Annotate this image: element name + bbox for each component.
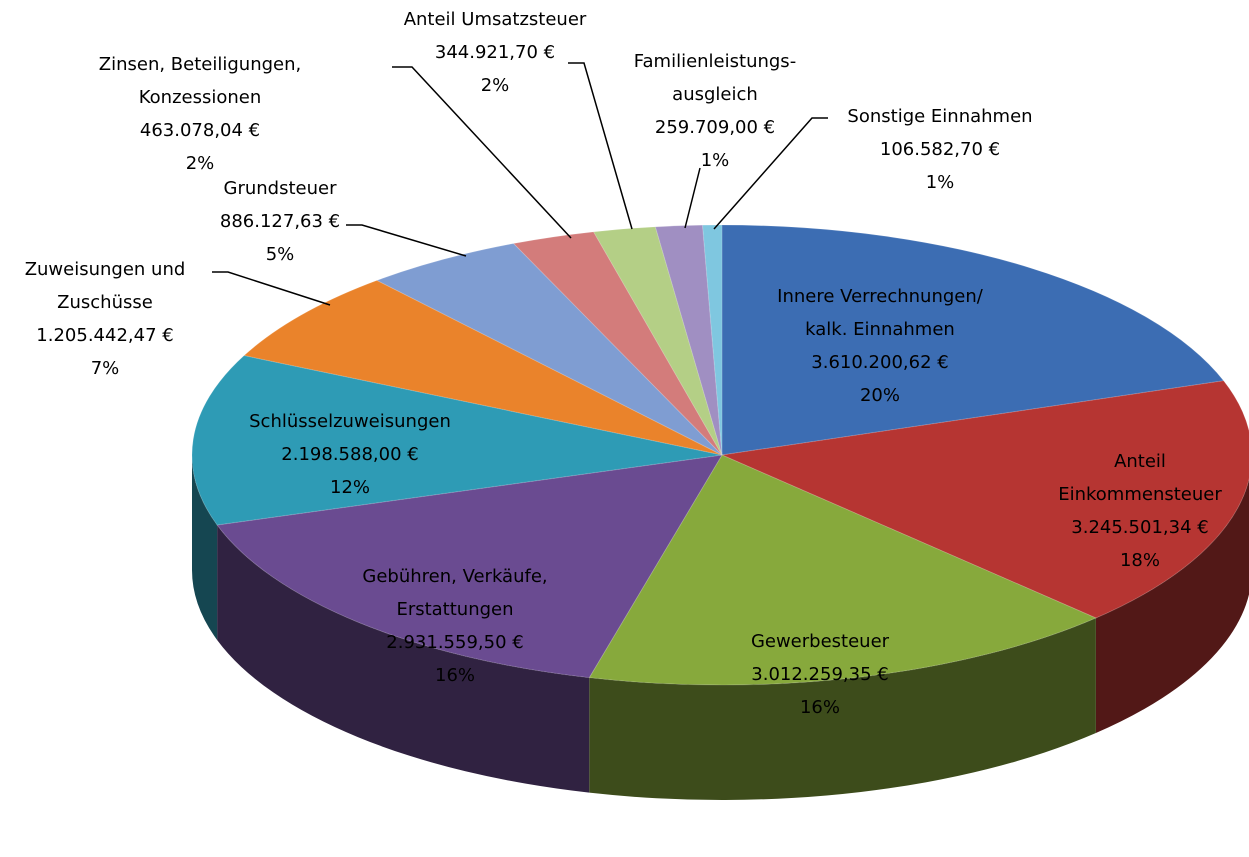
leader-line (346, 224, 467, 257)
category-label: Sonstige Einnahmen (847, 106, 1033, 127)
leader-line (392, 66, 572, 239)
slice (375, 242, 723, 456)
leader-line (684, 167, 701, 229)
category-label: Familienleistungs- ausgleich (633, 51, 797, 105)
slice (216, 454, 723, 679)
slice (592, 226, 723, 456)
value-label: 3.245.501,34 € (1071, 517, 1209, 538)
value-label: 463.078,04 € (139, 120, 261, 141)
slice-side (192, 455, 218, 640)
value-label: 2.931.559,50 € (386, 632, 524, 653)
leader-line (713, 117, 828, 230)
value-label: 1.205.442,47 € (36, 325, 174, 346)
category-label: Gewerbesteuer (750, 631, 890, 652)
pie-sides (192, 455, 1249, 800)
category-label: Schlüsselzuweisungen (249, 411, 451, 432)
percent-label: 2% (480, 75, 510, 96)
slice (654, 224, 723, 456)
category-label: Innere Verrechnungen/ kalk. Einnahmen (777, 286, 983, 340)
percent-label: 20% (859, 385, 900, 406)
data-label: Zuweisungen und Zuschüsse 1.205.442,47 € 7… (25, 253, 186, 385)
slice (191, 354, 723, 526)
percent-label: 5% (265, 244, 295, 265)
data-label: Schlüsselzuweisungen 2.198.588,00 € 12% (249, 405, 451, 504)
slice (243, 279, 723, 456)
category-label: Anteil Einkommensteuer (1058, 451, 1222, 505)
category-label: Anteil Umsatzsteuer (403, 9, 587, 30)
value-label: 886.127,63 € (219, 211, 341, 232)
slice (721, 224, 1225, 456)
value-label: 3.610.200,62 € (811, 352, 949, 373)
slice (512, 231, 723, 456)
slice-side (589, 618, 1096, 800)
percent-label: 18% (1119, 550, 1160, 571)
value-label: 344.921,70 € (434, 42, 556, 63)
percent-label: 7% (90, 358, 120, 379)
data-label: Gewerbesteuer 3.012.259,35 € 16% (751, 625, 889, 724)
value-label: 106.582,70 € (879, 139, 1001, 160)
slice (588, 454, 1098, 686)
category-label: Gebühren, Verkäufe, Erstattungen (362, 566, 548, 620)
leader-line (212, 271, 331, 306)
slice (702, 224, 723, 456)
percent-label: 1% (925, 172, 955, 193)
percent-label: 16% (799, 697, 840, 718)
data-label: Gebühren, Verkäufe, Erstattungen 2.931.55… (362, 560, 547, 692)
category-label: Zinsen, Beteiligungen, Konzessionen (98, 54, 302, 108)
data-label: Anteil Einkommensteuer 3.245.501,34 € 18% (1058, 445, 1222, 577)
data-label: Grundsteuer 886.127,63 € 5% (220, 172, 340, 271)
value-label: 259.709,00 € (654, 117, 776, 138)
value-label: 3.012.259,35 € (751, 664, 889, 685)
data-label: Sonstige Einnahmen 106.582,70 € 1% (847, 100, 1032, 199)
percent-label: 12% (329, 477, 371, 498)
data-label: Familienleistungs- ausgleich 259.709,00 €… (634, 45, 796, 177)
slice-side (217, 524, 590, 793)
percent-label: 2% (185, 153, 215, 174)
leader-line (568, 62, 633, 230)
leader-lines (212, 62, 828, 306)
slice (720, 380, 1249, 619)
category-label: Zuweisungen und Zuschüsse (24, 259, 186, 313)
slice-side (1095, 479, 1249, 734)
data-label: Innere Verrechnungen/ kalk. Einnahmen 3.6… (777, 280, 983, 412)
value-label: 2.198.588,00 € (281, 444, 419, 465)
pie-tops (191, 224, 1249, 686)
data-label: Anteil Umsatzsteuer 344.921,70 € 2% (404, 3, 587, 102)
percent-label: 16% (434, 665, 476, 686)
percent-label: 1% (700, 150, 730, 171)
data-label: Zinsen, Beteiligungen, Konzessionen 463.0… (99, 48, 301, 180)
category-label: Grundsteuer (223, 178, 337, 199)
